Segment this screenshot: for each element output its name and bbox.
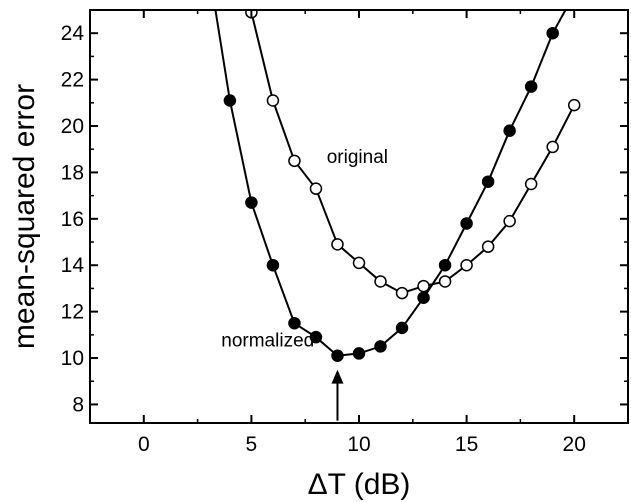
x-tick-label: 15 (455, 433, 478, 456)
y-tick-label: 12 (61, 301, 84, 324)
data-point-original (546, 140, 559, 154)
series-annotation-label: normalized (221, 330, 314, 351)
y-tick-labels: 8 10 12 14 16 18 20 22 24 (61, 22, 85, 416)
x-tick-labels: 0 5 10 15 20 (138, 433, 586, 456)
data-point-normalized (417, 291, 430, 304)
data-point-original (503, 214, 516, 228)
data-point-normalized (309, 330, 323, 344)
data-point-normalized (546, 26, 559, 40)
data-point-normalized (352, 347, 366, 360)
data-point-normalized (460, 217, 473, 230)
axis-ticks (89, 9, 629, 423)
data-point-normalized (503, 124, 516, 137)
data-point-original (309, 182, 323, 195)
y-tick-label: 18 (61, 161, 84, 184)
data-point-original (395, 286, 409, 300)
y-tick-label: 22 (61, 69, 84, 92)
data-point-normalized (481, 175, 495, 188)
annotations: original normalized (221, 147, 388, 421)
data-point-normalized (374, 340, 387, 353)
y-tick-label: 14 (61, 254, 85, 277)
arrow-head-icon (331, 369, 344, 384)
x-tick-label: 20 (563, 433, 586, 456)
x-tick-label: 5 (246, 433, 258, 456)
data-point-original (438, 275, 452, 288)
data-point-normalized (395, 321, 409, 335)
data-point-normalized (331, 349, 344, 362)
x-tick-label: 10 (347, 433, 370, 456)
data-point-original (352, 256, 366, 270)
y-tick-label: 24 (61, 22, 85, 45)
series-line-original (248, 10, 576, 295)
data-point-original (331, 238, 344, 251)
data-point-normalized (266, 258, 280, 272)
x-axis-title: ΔT (dB) (308, 468, 411, 501)
data-point-original (524, 177, 538, 191)
plot-area (214, 10, 581, 362)
y-axis-title: mean-squared error (8, 84, 41, 349)
plot-frame (89, 9, 629, 424)
data-point-normalized (438, 258, 452, 272)
data-point-original (481, 240, 495, 253)
series-annotation-label: original (327, 147, 388, 168)
data-point-original (567, 98, 581, 112)
data-point-original (417, 279, 430, 293)
data-point-original (374, 275, 387, 288)
data-point-normalized (245, 196, 258, 209)
y-tick-label: 8 (72, 393, 84, 416)
series-line-normalized (214, 10, 567, 357)
y-tick-label: 20 (61, 115, 84, 138)
x-tick-label: 0 (138, 433, 150, 456)
data-point-normalized (288, 316, 301, 330)
data-point-normalized (524, 80, 538, 93)
data-point-original (266, 94, 280, 107)
data-point-normalized (223, 94, 237, 107)
data-point-original (460, 258, 473, 272)
y-tick-label: 16 (61, 208, 84, 231)
data-point-original (288, 154, 301, 168)
y-tick-label: 10 (61, 347, 84, 370)
